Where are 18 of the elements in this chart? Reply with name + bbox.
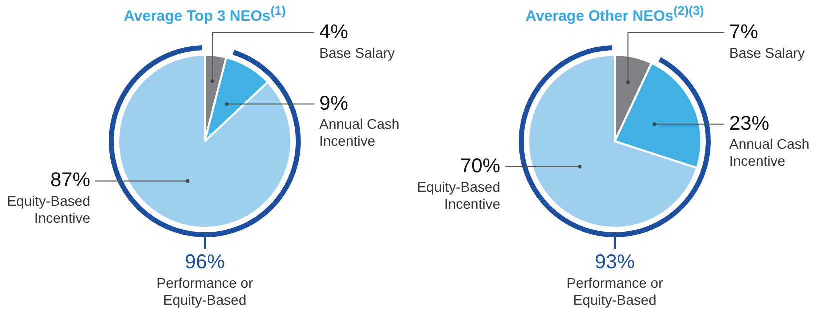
slice-label: Base Salary — [730, 44, 805, 61]
text: Performance or Equity-Based — [156, 274, 254, 308]
data-label: 4% — [320, 22, 349, 44]
chart-title: Average Top 3 NEOs$^{(1)}$ — [124, 4, 286, 25]
slice-label: Base Salary — [320, 44, 395, 61]
data-label: 7% — [730, 22, 759, 44]
slice-label: Annual Cash Incentive — [730, 136, 810, 170]
slice-label: Annual Cash Incentive — [320, 116, 400, 150]
data-label: 70% — [460, 155, 501, 178]
slice-label: Equity-Based Incentive — [417, 178, 501, 212]
data-label: 23% — [730, 112, 770, 135]
text: Performance or Equity-Based — [566, 274, 664, 308]
text: 93% — [594, 252, 636, 274]
data-label: 87% — [50, 170, 91, 192]
text: 96% — [184, 252, 226, 274]
data-label: 9% — [320, 92, 349, 115]
slice-label: Equity-Based Incentive — [7, 193, 91, 226]
chart-title: Average Other NEOs$^{(2)(3)}$ — [526, 4, 704, 25]
